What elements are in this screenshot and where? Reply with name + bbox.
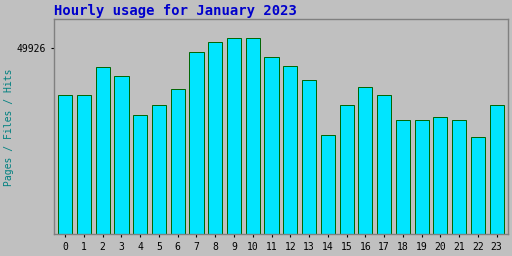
- Bar: [58, 95, 72, 234]
- Bar: [189, 52, 204, 234]
- Bar: [96, 67, 110, 234]
- Bar: [415, 120, 429, 234]
- Bar: [170, 89, 185, 234]
- Bar: [133, 115, 147, 234]
- Bar: [77, 95, 91, 234]
- Bar: [246, 38, 260, 234]
- Bar: [452, 120, 466, 234]
- Bar: [265, 57, 279, 234]
- Bar: [321, 135, 335, 234]
- Bar: [115, 76, 129, 234]
- Bar: [283, 66, 297, 234]
- Bar: [227, 38, 241, 234]
- Bar: [489, 105, 504, 234]
- Bar: [433, 117, 447, 234]
- Bar: [339, 105, 354, 234]
- Bar: [208, 42, 222, 234]
- Bar: [152, 105, 166, 234]
- Bar: [358, 87, 372, 234]
- Bar: [302, 80, 316, 234]
- Text: Hourly usage for January 2023: Hourly usage for January 2023: [54, 4, 297, 18]
- Y-axis label: Pages / Files / Hits: Pages / Files / Hits: [4, 68, 14, 186]
- Bar: [396, 120, 410, 234]
- Bar: [471, 137, 485, 234]
- Bar: [377, 95, 391, 234]
